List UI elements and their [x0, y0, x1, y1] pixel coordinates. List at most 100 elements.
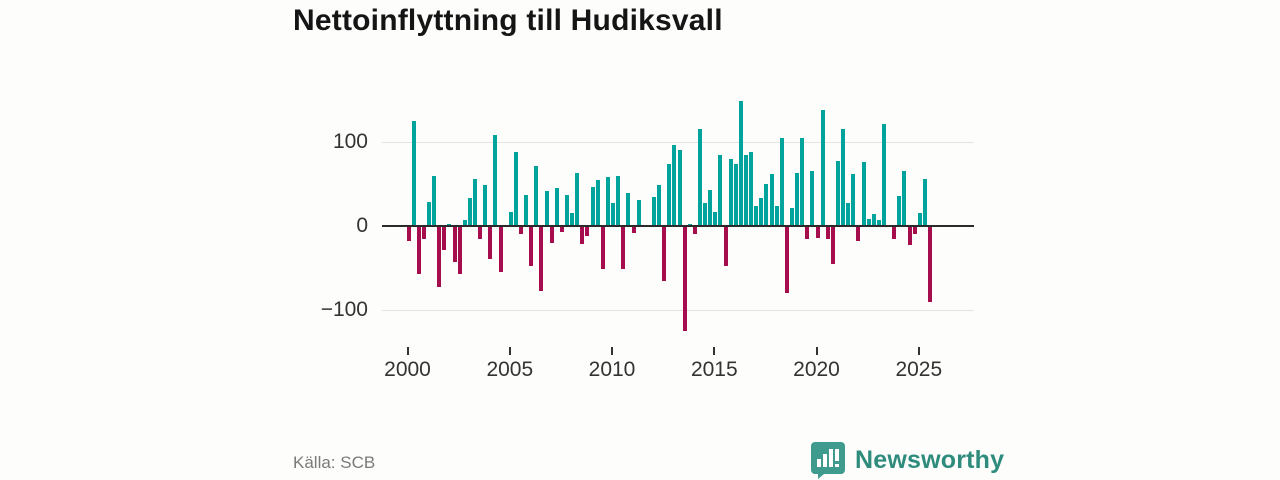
bar: [830, 226, 835, 264]
bar: [738, 100, 743, 226]
bar: [426, 201, 431, 226]
bar: [672, 145, 677, 226]
bar: [708, 189, 713, 226]
bar: [861, 162, 866, 226]
bar: [544, 190, 549, 226]
bar: [519, 226, 523, 235]
bar: [575, 173, 580, 226]
x-tick-label: 2025: [895, 358, 943, 381]
bar: [406, 226, 411, 242]
y-tick-label-100: 100: [332, 130, 368, 153]
bar: [467, 198, 472, 226]
bar: [473, 179, 477, 226]
x-tick-label: 2000: [384, 358, 431, 381]
x-axis-tick: [406, 347, 409, 355]
newsworthy-logo-text: Newsworthy: [855, 445, 1005, 474]
bar: [784, 226, 789, 294]
x-axis-tick: [917, 347, 920, 355]
bar: [743, 154, 748, 226]
bar: [600, 226, 605, 269]
x-axis-tick: [611, 347, 613, 355]
bar: [677, 149, 682, 226]
bar: [493, 135, 498, 226]
newsworthy-chart-bubble-icon: [811, 442, 845, 479]
bar: [876, 220, 881, 226]
bar: [421, 226, 426, 239]
gridline-plus-100: [382, 142, 974, 143]
bar: [559, 226, 564, 232]
x-axis-tick: [713, 347, 716, 355]
bar: [815, 226, 820, 238]
bar: [810, 171, 815, 226]
x-tick-label: 2005: [486, 358, 534, 381]
bar: [882, 124, 886, 226]
bar: [764, 184, 769, 226]
bar: [534, 166, 539, 226]
bar: [917, 213, 922, 226]
x-tick-label: 2010: [588, 358, 636, 381]
bar-chart: 100 0 −100 2000 2005 2010 2015 2020 2025: [320, 100, 974, 381]
x-tick-label: 2015: [690, 358, 738, 381]
bar: [795, 173, 799, 226]
bar: [718, 154, 723, 226]
bar: [789, 208, 794, 226]
newsworthy-logo: Newsworthy: [810, 441, 1004, 479]
bar: [902, 170, 907, 226]
bar: [907, 226, 912, 245]
bar: [841, 128, 846, 226]
bar: [621, 226, 626, 269]
bar: [662, 226, 667, 281]
bar: [605, 177, 610, 226]
bar: [631, 226, 636, 233]
bar: [774, 205, 779, 226]
x-axis-tick: [815, 347, 818, 355]
x-axis-tick: [508, 347, 511, 355]
bar: [779, 137, 784, 226]
source-caption: Källa: SCB: [293, 453, 376, 472]
bar: [462, 220, 467, 226]
gridline-minus-100: [382, 310, 974, 311]
bar: [805, 226, 810, 240]
bar: [759, 198, 764, 226]
bar: [667, 163, 672, 226]
y-tick-label-neg-100: −100: [320, 298, 368, 321]
bar: [912, 226, 917, 234]
bar: [825, 226, 830, 239]
bar: [922, 179, 927, 226]
bar: [733, 163, 738, 226]
bar: [483, 184, 488, 226]
bar: [800, 137, 805, 226]
bar: [437, 226, 442, 288]
bar: [728, 158, 733, 226]
bar: [611, 203, 615, 226]
bar: [529, 226, 534, 266]
bar: [565, 194, 569, 226]
bar: [457, 226, 462, 274]
bar: [488, 226, 493, 259]
bar: [442, 226, 447, 251]
bar: [897, 195, 902, 226]
bar: [432, 176, 437, 226]
bar: [851, 173, 856, 226]
bar: [697, 129, 702, 226]
bar: [692, 226, 697, 234]
bar: [866, 219, 871, 226]
bar: [570, 212, 575, 226]
bar: [703, 202, 707, 226]
bar: [549, 226, 554, 243]
bar: [754, 205, 759, 226]
bar: [723, 226, 728, 267]
bar: [769, 173, 774, 226]
x-tick-label: 2020: [793, 358, 840, 381]
bar: [928, 226, 932, 303]
bar: [498, 226, 503, 273]
bar: [892, 226, 897, 239]
bar: [539, 226, 544, 291]
bar: [508, 211, 513, 226]
bar: [820, 110, 825, 226]
bar: [626, 193, 631, 226]
bar: [585, 226, 590, 237]
bar: [657, 184, 661, 226]
bar: [749, 152, 753, 226]
